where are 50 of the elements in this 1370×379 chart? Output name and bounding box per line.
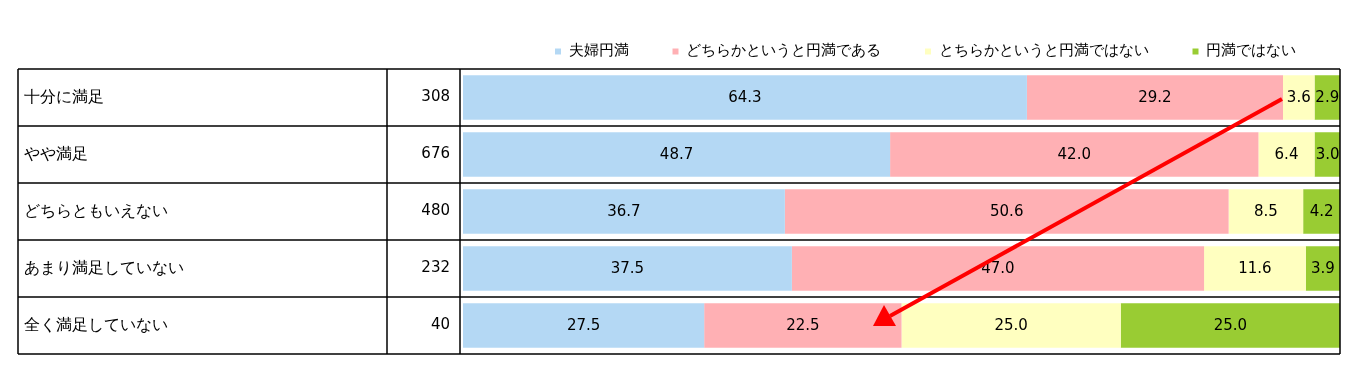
bar xyxy=(463,246,792,291)
bar xyxy=(1026,75,1283,120)
bar xyxy=(890,132,1259,177)
data-label: 37.5 xyxy=(610,259,645,278)
data-label: 8.5 xyxy=(1253,202,1278,221)
text: 308 xyxy=(421,87,450,106)
legend-label: とちらかというと円満ではない xyxy=(938,41,1149,60)
data-label: 42.0 xyxy=(1057,145,1091,164)
data-label: 25.0 xyxy=(1213,316,1248,335)
text: 480 xyxy=(421,201,450,220)
data-label: 25.0 xyxy=(994,316,1028,335)
y-tick-label: あまり満足していない xyxy=(24,257,184,277)
y-tick-label: やや満足 xyxy=(24,143,88,163)
legend-label: 夫婦円満 xyxy=(568,41,629,60)
data-label: 3.0 xyxy=(1315,145,1340,164)
bar xyxy=(1282,75,1315,120)
bar xyxy=(1303,189,1340,234)
data-label: 22.5 xyxy=(786,316,820,335)
text: 676 xyxy=(421,144,450,163)
y-tick-label: 全く満足していない xyxy=(24,314,168,334)
legend-label: どちらかというと円満である xyxy=(686,41,881,60)
bar xyxy=(791,246,1205,291)
legend-label: 円満ではない xyxy=(1206,41,1296,60)
bar xyxy=(1120,303,1340,348)
data-label: 48.7 xyxy=(659,145,694,164)
data-label: 2.9 xyxy=(1315,88,1340,107)
bar xyxy=(704,303,902,348)
data-label: 50.6 xyxy=(990,202,1024,221)
data-label: 11.6 xyxy=(1238,259,1272,278)
bar xyxy=(1228,189,1304,234)
bar xyxy=(901,303,1121,348)
bar xyxy=(463,189,785,234)
text: 40 xyxy=(430,315,450,334)
y-tick-label: どちらともいえない xyxy=(24,200,168,220)
data-label: 3.6 xyxy=(1286,88,1311,107)
y-tick-label: 十分に満足 xyxy=(24,86,104,106)
data-label: 27.5 xyxy=(566,316,601,335)
data-label: 64.3 xyxy=(728,88,762,107)
bar xyxy=(463,75,1027,120)
data-label: 6.4 xyxy=(1274,145,1299,164)
bar xyxy=(463,132,891,177)
data-label: 3.9 xyxy=(1310,259,1335,278)
bar xyxy=(784,189,1229,234)
bar xyxy=(463,303,705,348)
text: 232 xyxy=(421,258,450,277)
bar xyxy=(1258,132,1315,177)
bar xyxy=(1204,246,1306,291)
data-label: 4.2 xyxy=(1309,202,1334,221)
data-label: 29.2 xyxy=(1138,88,1172,107)
data-label: 36.7 xyxy=(607,202,641,221)
